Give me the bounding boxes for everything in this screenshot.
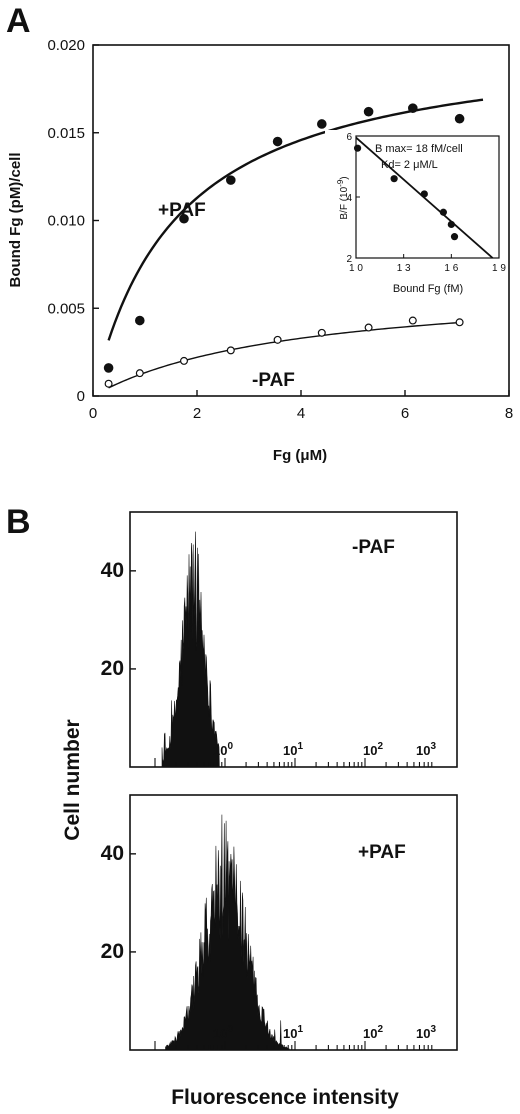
histogram-bars-plus-paf: [165, 814, 290, 1051]
a-y-tick-label: 0.005: [47, 300, 85, 317]
histogram-decade-label: 100: [213, 741, 233, 758]
inset-point: [420, 190, 428, 198]
point-minus-paf: [135, 369, 144, 378]
a-x-tick-label: 8: [505, 405, 513, 422]
panel-a-ticks: 0 2 4 6 8 0 0.005 0.010 0.015 0.020: [47, 37, 513, 422]
histogram-minus-paf-label: -PAF: [352, 537, 395, 558]
panel-b-chart: 20 40 100 101 102 103 20 40 100 101 102 103 -PAF +…: [61, 511, 458, 1109]
panel-b-letter: B: [6, 503, 31, 541]
point-minus-paf: [104, 379, 113, 388]
point-plus-paf: [363, 106, 374, 117]
point-minus-paf: [226, 346, 235, 355]
histogram-plus-paf-frame: [129, 794, 458, 1051]
inset-y-axis-title: B/F (10-9): [336, 176, 350, 219]
inset-point: [447, 220, 455, 229]
inset-point: [450, 233, 459, 241]
point-plus-paf: [135, 315, 145, 326]
point-plus-paf: [226, 175, 236, 185]
point-plus-paf: [179, 213, 189, 224]
point-minus-paf: [408, 316, 417, 325]
inset-y-tick-label: 2: [346, 254, 352, 265]
inset-annotation-kd: Kd= 2 μM/L: [381, 159, 438, 171]
inset-y-axis-title-base: B/F (10: [339, 186, 350, 219]
inset-fit-line: [355, 136, 494, 259]
histogram-plus-paf-label: +PAF: [358, 842, 406, 863]
panel-b-y-axis-title: Cell number: [61, 719, 84, 840]
panel-a-x-axis-title: Fg (μM): [273, 447, 327, 464]
histogram-y-tick-label: 20: [101, 657, 124, 680]
histogram-decade-label: 101: [283, 1024, 303, 1041]
a-x-tick-label: 2: [193, 405, 201, 422]
histogram-minus-paf-bars: [161, 531, 220, 768]
a-x-tick-label: 6: [401, 405, 409, 422]
inset-x-axis-title: Bound Fg (fM): [393, 283, 463, 295]
histogram-y-tick-label: 40: [101, 842, 124, 865]
inset-point: [390, 175, 398, 183]
inset-ticks: 1 0 1 3 1 6 1 9 2 4 6: [346, 132, 506, 274]
inset-point: [439, 208, 447, 216]
point-plus-paf: [454, 113, 465, 124]
a-y-tick-label: 0.020: [47, 37, 85, 54]
histogram-y-tick-label: 40: [101, 559, 124, 582]
inset-x-tick-label: 1 6: [444, 263, 458, 274]
panel-b-x-axis-title: Fluorescence intensity: [171, 1086, 399, 1109]
histogram-decade-label: 103: [416, 1024, 436, 1041]
panel-a-fit-curves: [107, 98, 484, 389]
inset-y-axis-title-close: ): [339, 176, 350, 179]
inset-x-tick-label: 1 0: [349, 263, 363, 274]
inset-y-tick-label: 4: [346, 193, 352, 204]
inset-x-tick-label: 1 9: [492, 263, 506, 274]
series-label-plus-paf: +PAF: [158, 200, 206, 221]
a-y-tick-label: 0.010: [47, 213, 85, 230]
histogram-plus-paf-bars: [165, 814, 290, 1051]
histogram-minus-paf-axis: 20 40 100 101 102 103: [101, 559, 436, 767]
histogram-plus-paf-axis: 20 40 100 101 102 103: [101, 842, 436, 1050]
a-y-tick-label: 0: [77, 388, 85, 405]
histogram-minus-paf-frame: [129, 511, 458, 768]
inset-points: [353, 144, 459, 241]
a-y-tick-label: 0.015: [47, 125, 85, 142]
histogram-decade-label: 102: [363, 1024, 383, 1041]
a-x-tick-label: 4: [297, 405, 305, 422]
histogram-decade-label: 102: [363, 741, 383, 758]
inset-background: [325, 130, 504, 260]
point-minus-paf: [364, 323, 373, 332]
point-plus-paf: [272, 136, 283, 147]
point-minus-paf: [455, 318, 464, 327]
point-plus-paf: [316, 119, 327, 129]
point-minus-paf: [317, 328, 326, 337]
panel-a-y-axis-title: Bound Fg (pM)/cell: [7, 153, 24, 288]
histogram-decade-label: 100: [213, 1024, 233, 1041]
panel-a-points: [103, 103, 465, 388]
fit-curve-minus-paf: [108, 321, 463, 389]
inset-point: [353, 144, 362, 152]
inset-annotation-bmax: B max= 18 fM/cell: [375, 143, 463, 155]
histogram-decade-label: 101: [283, 741, 303, 758]
point-minus-paf: [273, 335, 282, 344]
panel-a-letter: A: [6, 2, 31, 40]
histogram-decade-label: 103: [416, 741, 436, 758]
inset-y-tick-label: 6: [346, 132, 352, 143]
histogram-bars-minus-paf: [161, 531, 220, 768]
inset-y-axis-title-exp: -9: [336, 179, 345, 187]
fit-curve-plus-paf: [107, 98, 484, 341]
a-x-tick-label: 0: [89, 405, 97, 422]
panel-a-chart: 0 2 4 6 8 0 0.005 0.010 0.015 0.020 +PAF -PAF Fg …: [7, 37, 513, 464]
point-minus-paf: [180, 356, 189, 365]
inset-x-tick-label: 1 3: [397, 263, 411, 274]
inset-regression-line: [355, 136, 494, 259]
point-plus-paf: [103, 363, 114, 373]
histogram-y-tick-label: 20: [101, 940, 124, 963]
point-plus-paf: [407, 103, 418, 113]
series-label-minus-paf: -PAF: [252, 370, 295, 391]
